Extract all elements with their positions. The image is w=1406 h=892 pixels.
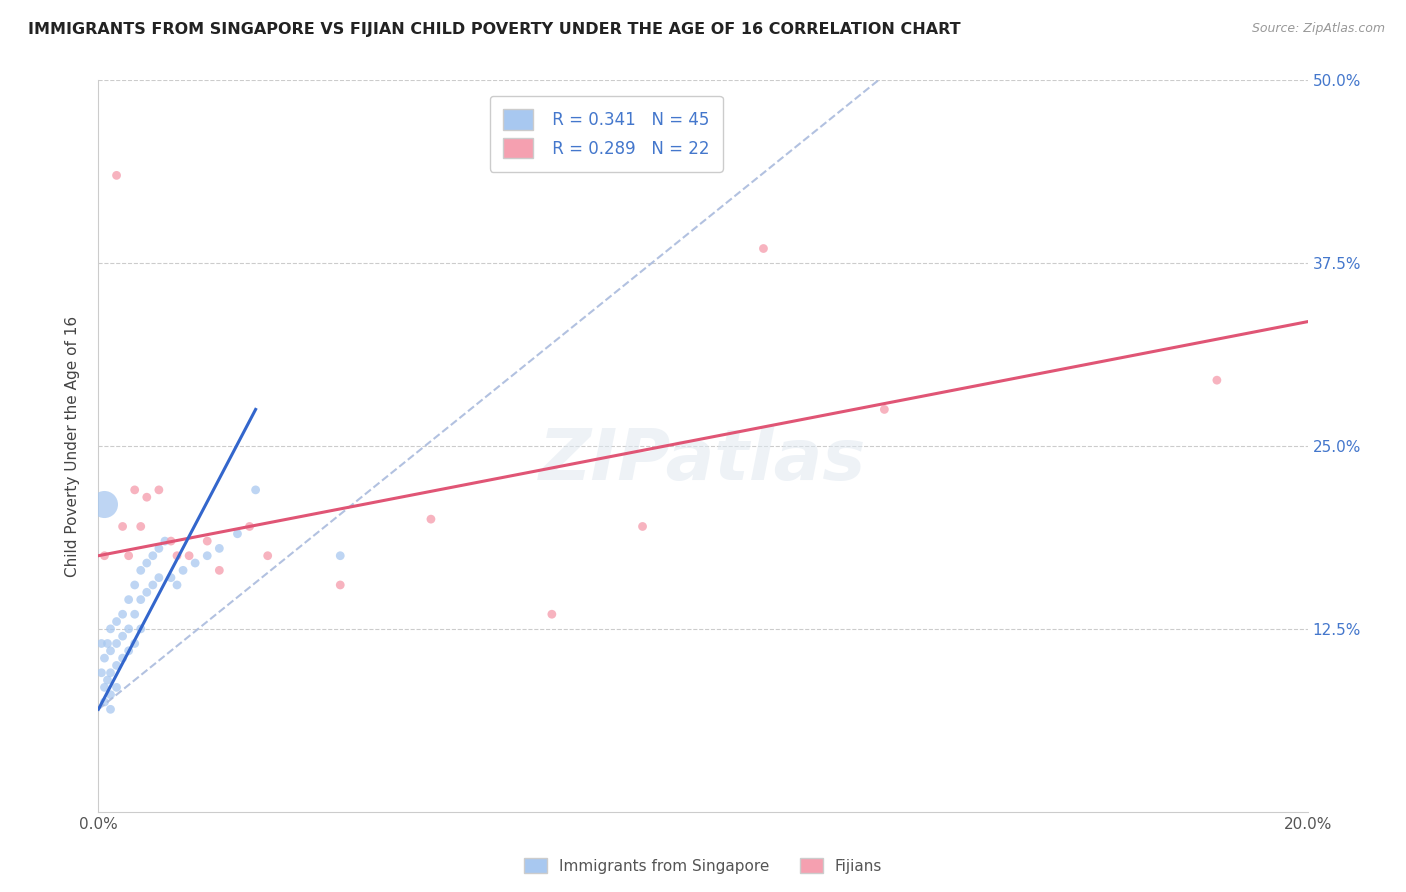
Point [129,519,152,533]
Point [96,636,118,650]
Point [100,644,122,658]
Point [118,622,141,636]
Point [160,571,183,585]
Point [142,549,165,563]
Point [100,665,122,680]
Point [124,607,146,622]
Legend:  R = 0.341   N = 45,  R = 0.289   N = 22: R = 0.341 N = 45, R = 0.289 N = 22 [491,96,723,171]
Point [540,607,562,622]
Point [105,681,128,695]
Point [873,402,896,417]
Point [93,549,115,563]
Point [111,651,134,665]
Point [111,629,134,643]
Point [124,636,146,650]
Point [195,534,218,549]
Point [226,526,249,541]
Text: ZIPatlas: ZIPatlas [540,426,866,495]
Point [208,541,231,556]
Point [93,651,115,665]
Point [100,688,122,702]
Point [245,483,267,497]
Point [195,549,218,563]
Y-axis label: Child Poverty Under the Age of 16: Child Poverty Under the Age of 16 [65,316,80,576]
Point [148,541,170,556]
Point [118,644,141,658]
Point [166,549,188,563]
Point [420,512,443,526]
Point [135,556,157,570]
Point [166,578,188,592]
Point [172,563,194,577]
Point [153,534,176,549]
Point [135,585,157,599]
Point [184,556,207,570]
Point [111,607,134,622]
Point [208,563,231,577]
Point [239,519,262,533]
Legend: Immigrants from Singapore, Fijians: Immigrants from Singapore, Fijians [517,852,889,880]
Point [135,490,157,504]
Point [329,578,352,592]
Point [100,702,122,716]
Point [1206,373,1229,387]
Point [105,615,128,629]
Text: Source: ZipAtlas.com: Source: ZipAtlas.com [1251,22,1385,36]
Point [148,483,170,497]
Point [93,498,115,512]
Point [90,636,112,650]
Point [93,681,115,695]
Point [631,519,654,533]
Text: IMMIGRANTS FROM SINGAPORE VS FIJIAN CHILD POVERTY UNDER THE AGE OF 16 CORRELATIO: IMMIGRANTS FROM SINGAPORE VS FIJIAN CHIL… [28,22,960,37]
Point [124,578,146,592]
Point [124,483,146,497]
Point [160,534,183,549]
Point [105,169,128,183]
Point [129,622,152,636]
Point [96,673,118,687]
Point [148,571,170,585]
Point [111,519,134,533]
Point [329,549,352,563]
Point [93,695,115,709]
Point [105,636,128,650]
Point [129,592,152,607]
Point [105,658,128,673]
Point [752,242,775,256]
Point [118,549,141,563]
Point [256,549,278,563]
Point [129,563,152,577]
Point [100,622,122,636]
Point [90,665,112,680]
Point [118,592,141,607]
Point [142,578,165,592]
Point [179,549,201,563]
